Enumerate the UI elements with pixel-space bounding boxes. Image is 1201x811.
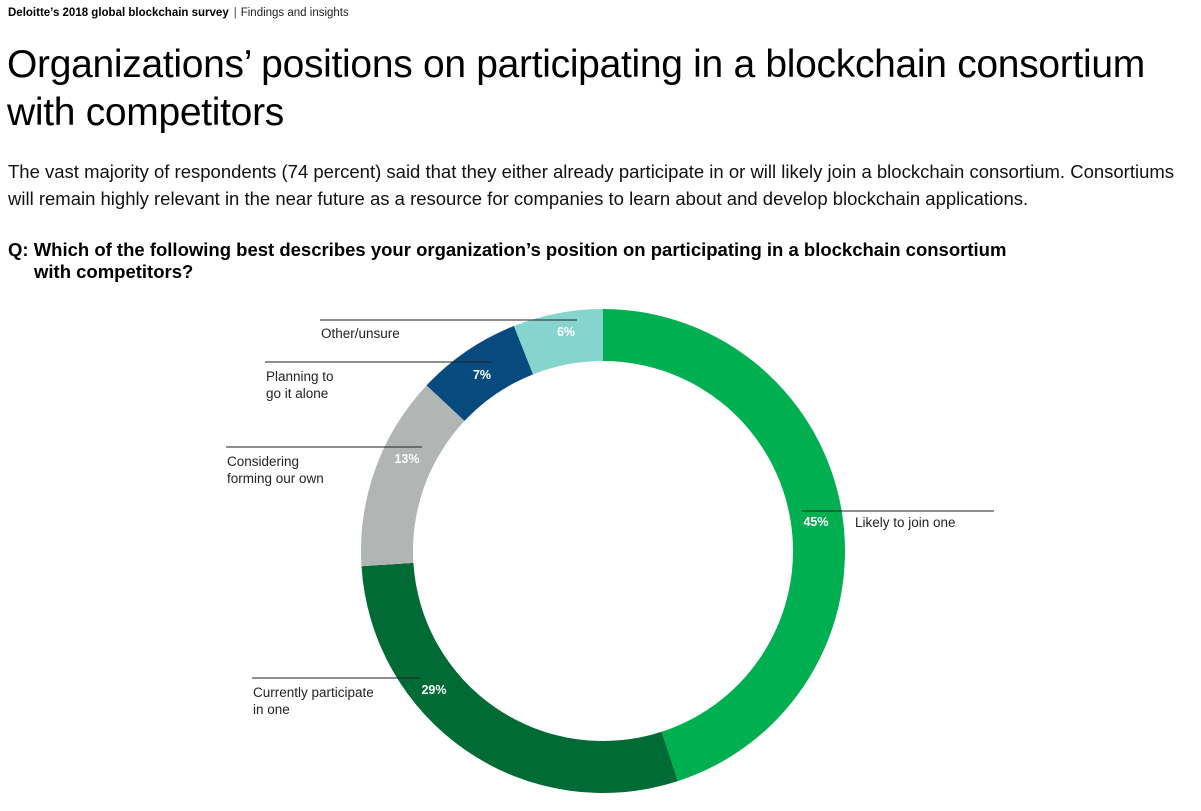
- page-title: Organizations’ positions on participatin…: [7, 43, 1145, 134]
- category-label-planning-to-go-it-alone: Planning to go it alone: [266, 369, 334, 401]
- question-prefix: Q:: [8, 239, 29, 260]
- value-label-planning-to-go-it-alone: 7%: [473, 368, 491, 382]
- value-label-likely-to-join-one: 45%: [803, 515, 828, 529]
- question-line-1: Which of the following best describes yo…: [33, 239, 1007, 260]
- question-line-2: with competitors?: [34, 261, 194, 282]
- report-header: Deloitte’s 2018 global blockchain survey…: [8, 7, 349, 19]
- survey-question: Q: Which of the following best describes…: [8, 239, 1158, 283]
- category-label-other-unsure: Other/unsure: [321, 326, 400, 341]
- slice-likely-to-join-one: [603, 309, 846, 782]
- intro-paragraph: The vast majority of respondents (74 per…: [8, 161, 1175, 209]
- report-name: Deloitte’s 2018 global blockchain survey: [8, 7, 229, 19]
- value-label-other-unsure: 6%: [557, 325, 575, 339]
- slice-other-unsure: [513, 309, 603, 375]
- slice-planning-to-go-it-alone: [426, 325, 534, 421]
- category-label-considering-forming-our-own: Considering forming our own: [227, 454, 324, 486]
- category-label-currently-participate-in-one: Currently participate in one: [253, 685, 374, 717]
- value-label-considering-forming-our-own: 13%: [394, 452, 419, 466]
- category-label-likely-to-join-one: Likely to join one: [855, 515, 956, 530]
- slice-currently-participate-in-one: [361, 562, 678, 794]
- slice-considering-forming-our-own: [361, 385, 465, 567]
- header-separator: |: [233, 7, 237, 19]
- section-name: Findings and insights: [240, 7, 349, 19]
- value-label-currently-participate-in-one: 29%: [421, 683, 446, 697]
